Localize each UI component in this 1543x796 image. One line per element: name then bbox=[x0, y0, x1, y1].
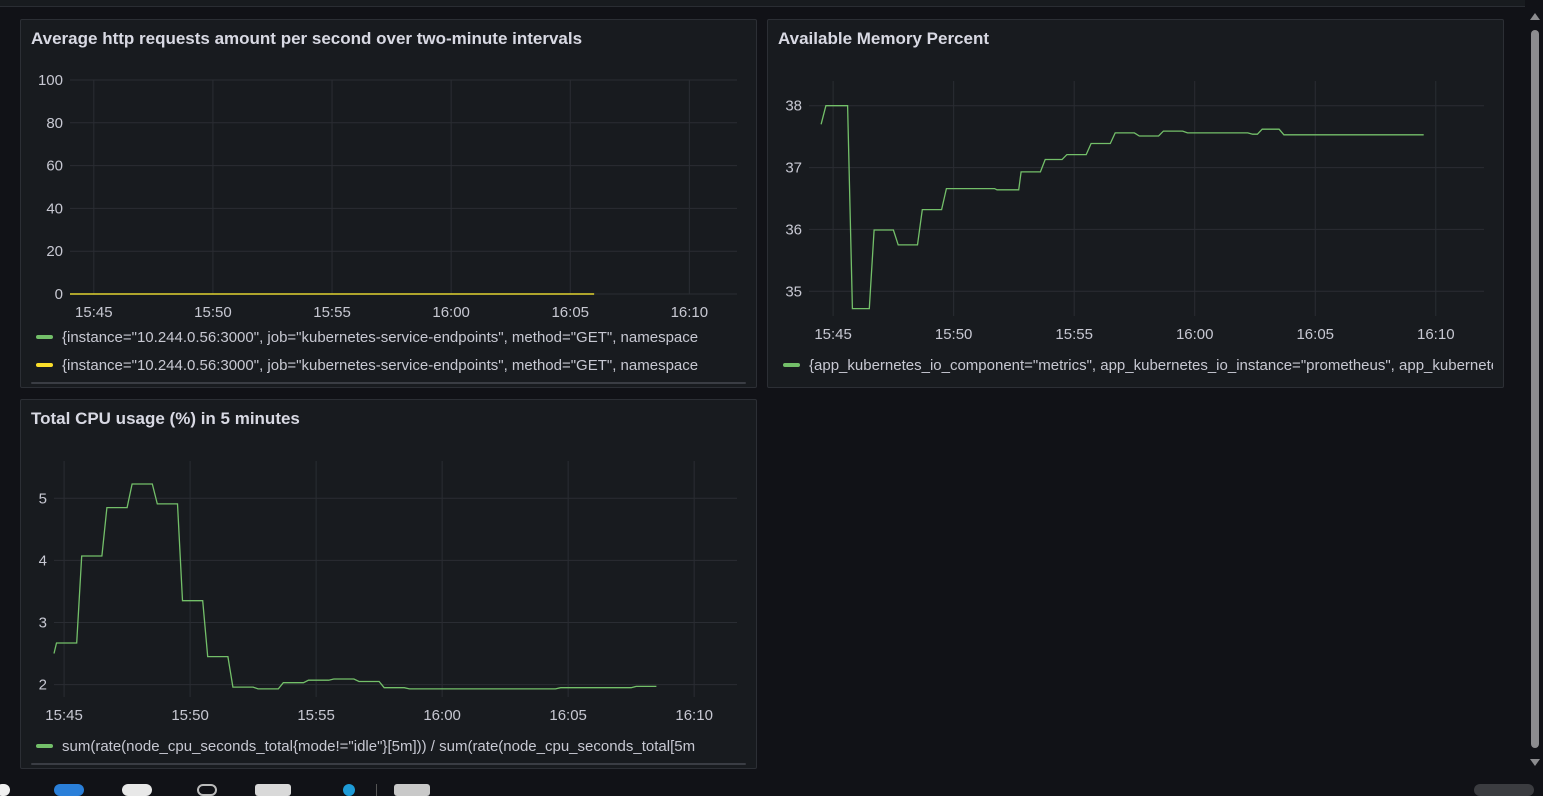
y-tick-label: 3 bbox=[39, 614, 47, 631]
series-line bbox=[53, 483, 657, 690]
scroll-up-icon[interactable] bbox=[1530, 13, 1540, 20]
x-tick-label: 15:55 bbox=[313, 304, 351, 321]
page-scrollbar[interactable] bbox=[1525, 6, 1543, 773]
y-tick-label: 37 bbox=[785, 160, 802, 177]
x-tick-label: 15:45 bbox=[45, 707, 83, 724]
x-tick-label: 16:05 bbox=[551, 304, 589, 321]
x-tick-label: 15:45 bbox=[75, 304, 113, 321]
scroll-down-icon[interactable] bbox=[1530, 759, 1540, 766]
y-tick-label: 38 bbox=[785, 98, 802, 115]
scroll-thumb[interactable] bbox=[1531, 30, 1539, 748]
taskbar-app-icon[interactable] bbox=[255, 784, 291, 796]
legend-swatch bbox=[36, 363, 53, 367]
panel-title[interactable]: Total CPU usage (%) in 5 minutes bbox=[31, 409, 300, 428]
taskbar-app-icon[interactable] bbox=[197, 784, 217, 796]
y-tick-label: 100 bbox=[38, 72, 63, 89]
legend-scrollbar[interactable] bbox=[31, 763, 746, 765]
x-tick-label: 15:50 bbox=[935, 326, 973, 343]
taskbar-partial bbox=[0, 778, 1543, 796]
y-tick-label: 80 bbox=[46, 115, 63, 132]
panel-cpu-usage[interactable]: Total CPU usage (%) in 5 minutes 2 3 4 5 15:… bbox=[20, 399, 757, 769]
y-tick-label: 40 bbox=[46, 200, 63, 217]
x-tick-label: 15:50 bbox=[194, 304, 232, 321]
x-tick-label: 15:55 bbox=[1055, 326, 1093, 343]
legend: {instance="10.244.0.56:3000", job="kuber… bbox=[31, 323, 746, 379]
y-tick-label: 4 bbox=[39, 552, 47, 569]
x-tick-label: 16:05 bbox=[549, 707, 587, 724]
x-tick-label: 16:10 bbox=[671, 304, 709, 321]
x-tick-label: 16:00 bbox=[423, 707, 461, 724]
legend: {app_kubernetes_io_component="metrics", … bbox=[778, 351, 1493, 379]
x-tick-label: 15:55 bbox=[297, 707, 335, 724]
panel-title[interactable]: Available Memory Percent bbox=[778, 29, 990, 48]
taskbar-app-icon[interactable] bbox=[54, 784, 84, 796]
legend-swatch bbox=[783, 363, 800, 367]
taskbar-separator bbox=[376, 784, 377, 796]
legend-item[interactable]: sum(rate(node_cpu_seconds_total{mode!="i… bbox=[31, 732, 746, 760]
y-tick-label: 60 bbox=[46, 158, 63, 175]
panel-title[interactable]: Average http requests amount per second … bbox=[31, 29, 583, 48]
y-tick-label: 20 bbox=[46, 243, 63, 260]
legend-label: {app_kubernetes_io_component="metrics", … bbox=[809, 356, 1493, 374]
legend-label: {instance="10.244.0.56:3000", job="kuber… bbox=[62, 328, 699, 346]
x-tick-label: 16:10 bbox=[675, 707, 713, 724]
taskbar-app-icon[interactable] bbox=[1474, 784, 1534, 796]
panel-available-memory[interactable]: Available Memory Percent 35 36 37 38 15:45 15… bbox=[767, 19, 1504, 388]
legend-label: sum(rate(node_cpu_seconds_total{mode!="i… bbox=[62, 737, 696, 755]
legend-label: {instance="10.244.0.56:3000", job="kuber… bbox=[62, 356, 699, 374]
top-bar bbox=[0, 0, 1525, 7]
legend: sum(rate(node_cpu_seconds_total{mode!="i… bbox=[31, 732, 746, 760]
x-tick-label: 15:50 bbox=[171, 707, 209, 724]
x-tick-label: 16:05 bbox=[1296, 326, 1334, 343]
taskbar-app-icon[interactable] bbox=[343, 784, 355, 796]
x-tick-label: 16:10 bbox=[1417, 326, 1455, 343]
cpu-chart[interactable]: 2 3 4 5 15:45 15:50 15:55 16:00 16:05 16:10 bbox=[21, 400, 758, 735]
legend-item[interactable]: {instance="10.244.0.56:3000", job="kuber… bbox=[31, 323, 746, 351]
memory-chart[interactable]: 35 36 37 38 15:45 15:50 15:55 16:00 16:05 16:10 bbox=[768, 20, 1505, 355]
legend-item[interactable]: {app_kubernetes_io_component="metrics", … bbox=[778, 351, 1493, 379]
http-requests-chart[interactable]: 0 20 40 60 80 100 15:45 15:50 15:55 16:00 16:05 16:… bbox=[21, 20, 758, 325]
legend-swatch bbox=[36, 744, 53, 748]
y-tick-label: 0 bbox=[55, 286, 63, 303]
legend-swatch bbox=[36, 335, 53, 339]
panel-http-requests[interactable]: Average http requests amount per second … bbox=[20, 19, 757, 388]
x-tick-label: 16:00 bbox=[1176, 326, 1214, 343]
taskbar-app-icon[interactable] bbox=[0, 784, 10, 796]
y-tick-label: 35 bbox=[785, 283, 802, 300]
series-line bbox=[820, 105, 1424, 310]
legend-item[interactable]: {instance="10.244.0.56:3000", job="kuber… bbox=[31, 351, 746, 379]
y-tick-label: 5 bbox=[39, 490, 47, 507]
x-tick-label: 16:00 bbox=[432, 304, 470, 321]
x-tick-label: 15:45 bbox=[814, 326, 852, 343]
legend-scrollbar[interactable] bbox=[31, 382, 746, 384]
taskbar-app-icon[interactable] bbox=[122, 784, 152, 796]
taskbar-app-icon[interactable] bbox=[394, 784, 430, 796]
y-tick-label: 2 bbox=[39, 677, 47, 694]
y-tick-label: 36 bbox=[785, 221, 802, 238]
